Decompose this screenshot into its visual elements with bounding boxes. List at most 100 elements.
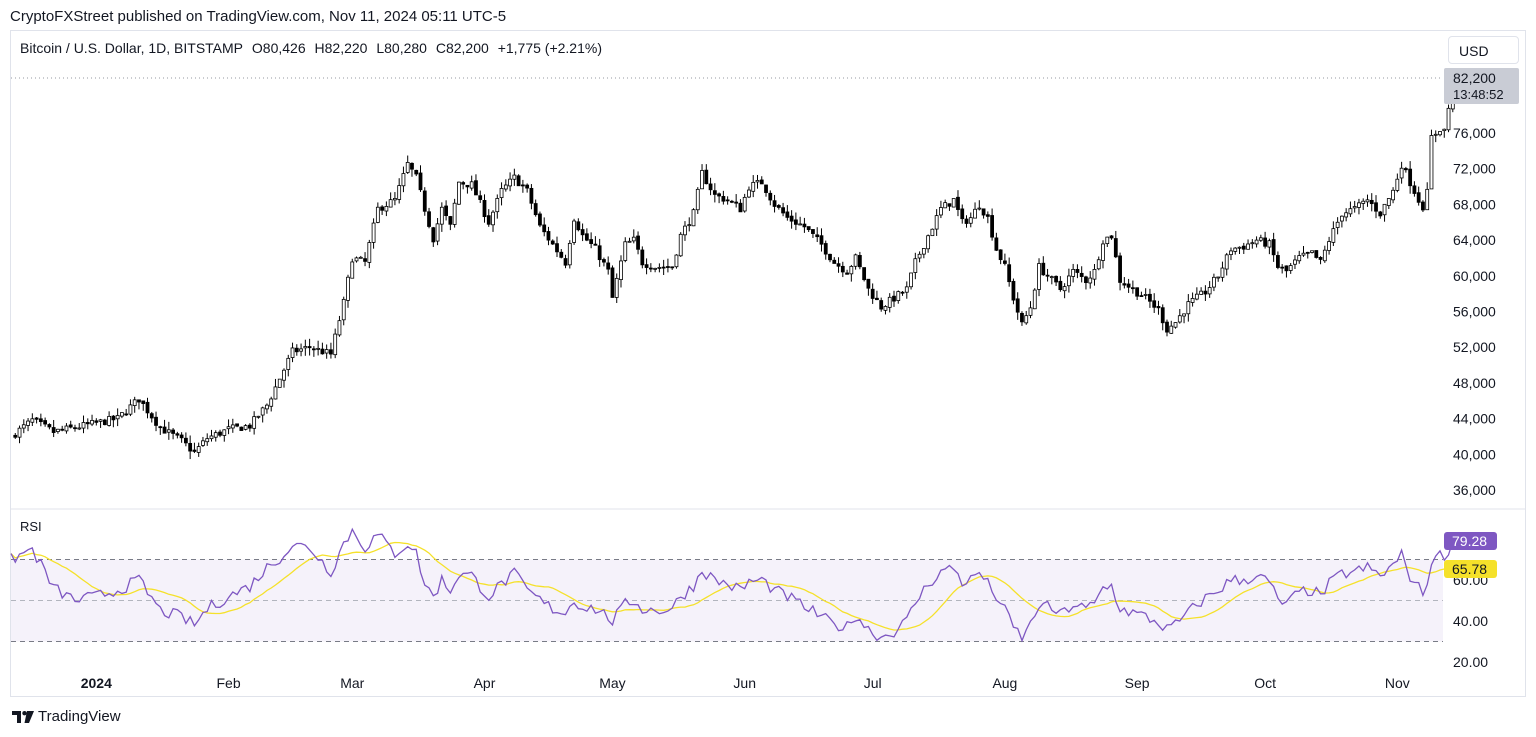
candle-up [1446, 107, 1451, 131]
candle-up [26, 420, 30, 426]
candle-down [171, 429, 175, 434]
candle-down [1160, 307, 1165, 324]
candle-down [329, 349, 333, 355]
candle-down [785, 211, 790, 218]
candle-down [192, 449, 197, 452]
candle-up [917, 253, 922, 259]
candle-up [81, 422, 86, 429]
candle-up [742, 196, 747, 212]
candle-down [465, 184, 470, 188]
candle-down [862, 267, 867, 281]
price-axis-label: 64,000 [1453, 232, 1496, 248]
candle-up [405, 162, 410, 173]
candle-up [1395, 178, 1400, 191]
candle-down [529, 187, 534, 204]
candle-down [845, 272, 849, 275]
candle-up [674, 254, 679, 268]
candle-down [725, 199, 730, 202]
candle-up [695, 188, 700, 211]
candle-up [747, 189, 751, 198]
candle-up [939, 207, 943, 216]
candle-up [226, 426, 231, 430]
candle-up [90, 420, 94, 425]
legend-close: C82,200 [435, 40, 489, 56]
candle-up [115, 415, 120, 420]
candle-down [1369, 199, 1374, 205]
rsi-value-tag: 79.28 [1444, 532, 1497, 550]
candle-down [806, 226, 811, 231]
publisher-line: CryptoFXStreet published on TradingView.… [10, 8, 507, 25]
candle-down [218, 431, 222, 436]
candle-down [1284, 265, 1289, 272]
candle-down [1007, 264, 1012, 283]
candle-down [1109, 235, 1114, 239]
candle-up [614, 277, 619, 298]
candle-down [1165, 321, 1169, 333]
tradingview-footer[interactable]: TradingView [12, 708, 121, 725]
candle-up [1246, 243, 1250, 250]
candle-up [499, 188, 504, 199]
candle-down [610, 267, 615, 298]
candle-up [657, 267, 662, 269]
candle-up [286, 357, 291, 370]
candle-up [77, 427, 82, 430]
candle-up [512, 174, 517, 180]
candle-down [43, 420, 48, 425]
candle-up [1391, 189, 1395, 201]
candle-up [1339, 215, 1344, 222]
candle-down [1011, 280, 1016, 301]
legend-symbol: Bitcoin / U.S. Dollar, 1D, BITSTAMP [20, 40, 244, 56]
candle-down [1263, 237, 1268, 247]
candle-up [1433, 133, 1438, 136]
time-axis-label: Sep [1125, 675, 1150, 691]
candle-down [1280, 266, 1285, 269]
candle-down [947, 203, 952, 207]
candle-up [230, 424, 235, 429]
candle-up [1182, 313, 1186, 317]
candle-up [1301, 252, 1306, 256]
candle-down [670, 266, 675, 269]
candle-down [188, 442, 193, 452]
currency-button[interactable]: USD [1448, 36, 1519, 64]
candle-up [397, 185, 402, 200]
candle-down [94, 420, 99, 423]
candle-down [721, 196, 726, 202]
candle-down [414, 169, 419, 175]
candle-up [273, 386, 278, 400]
candle-down [892, 295, 896, 302]
candle-up [1237, 246, 1242, 249]
candle-down [1041, 262, 1046, 276]
candle-up [384, 206, 389, 212]
candle-down [516, 175, 521, 187]
rsi-pane-label: RSI [20, 519, 42, 534]
time-axis-label: Nov [1385, 675, 1410, 691]
candle-down [538, 213, 542, 226]
price-axis-label: 44,000 [1453, 411, 1496, 427]
candle-down [1416, 192, 1421, 203]
candle-down [819, 235, 824, 245]
candle-down [900, 291, 905, 294]
candle-up [1250, 242, 1255, 245]
candle-up [1037, 263, 1041, 290]
candle-up [934, 215, 939, 230]
candle-up [213, 432, 218, 438]
symbol-legend: Bitcoin / U.S. Dollar, 1D, BITSTAMP O80,… [20, 40, 607, 56]
candle-up [367, 242, 372, 263]
candle-up [1361, 200, 1366, 204]
candle-down [1203, 290, 1208, 295]
candle-down [584, 233, 589, 241]
candle-up [973, 208, 977, 219]
candle-down [380, 206, 385, 211]
candle-up [21, 424, 26, 429]
candle-up [491, 211, 495, 226]
last-price-value: 82,200 [1453, 70, 1496, 86]
candle-up [572, 220, 576, 243]
candle-up [1066, 275, 1071, 287]
candle-up [1096, 259, 1101, 270]
candle-up [968, 217, 973, 224]
candle-up [222, 429, 227, 436]
candle-up [435, 223, 440, 242]
candle-down [1318, 257, 1323, 260]
candle-down [1271, 239, 1276, 256]
